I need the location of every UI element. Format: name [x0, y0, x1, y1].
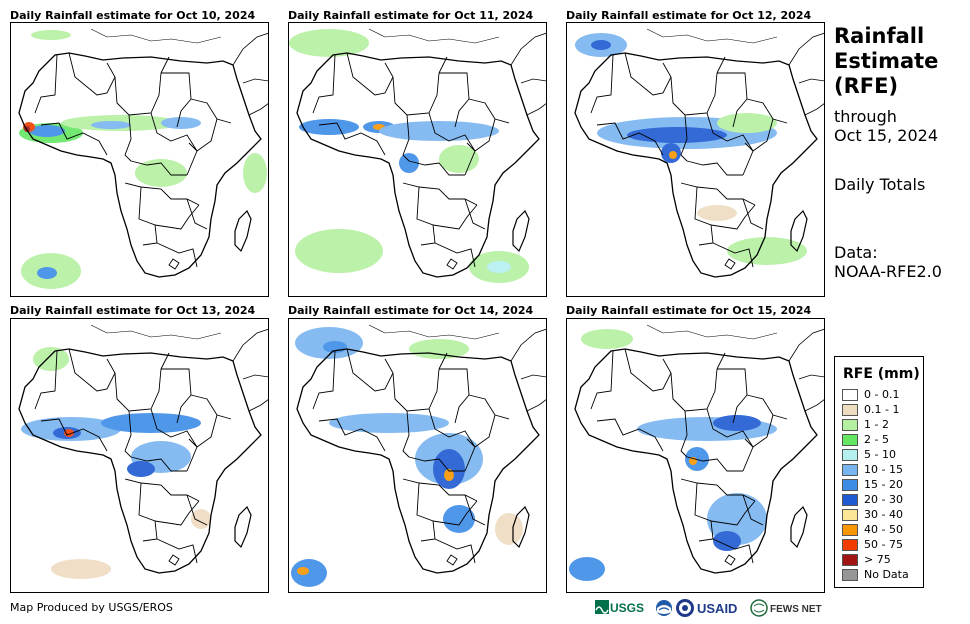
- legend-label: > 75: [864, 553, 891, 566]
- usaid-logo-text: USAID: [697, 601, 737, 616]
- legend-label: 20 - 30: [864, 493, 903, 506]
- usaid-logo: USAID: [697, 598, 747, 618]
- legend-label: 0.1 - 1: [864, 403, 900, 416]
- legend-label: 30 - 40: [864, 508, 903, 521]
- panel-title: Daily Rainfall estimate for Oct 14, 2024: [288, 304, 534, 317]
- legend-swatch: [842, 509, 858, 521]
- title-line-1: Rainfall: [834, 24, 925, 48]
- doi-seal-logo: [675, 598, 695, 618]
- rainfall-map-oct-10: [10, 22, 269, 297]
- legend-swatch: [842, 434, 858, 446]
- legend-swatch: [842, 479, 858, 491]
- legend-label: 10 - 15: [864, 463, 903, 476]
- legend-label: 50 - 75: [864, 538, 903, 551]
- usgs-logo-text: USGS: [610, 601, 644, 615]
- legend-label: No Data: [864, 568, 909, 581]
- legend-swatch: [842, 569, 858, 581]
- legend-item: > 75: [842, 553, 891, 567]
- legend-item: 50 - 75: [842, 538, 903, 552]
- legend-swatch: [842, 494, 858, 506]
- usgs-logo: USGS: [595, 598, 653, 618]
- rainfall-map-oct-15: [566, 318, 825, 593]
- legend-swatch: [842, 404, 858, 416]
- panel-title: Daily Rainfall estimate for Oct 13, 2024: [10, 304, 256, 317]
- legend-item: 10 - 15: [842, 463, 903, 477]
- panel-title: Daily Rainfall estimate for Oct 11, 2024: [288, 9, 534, 22]
- legend-swatch: [842, 419, 858, 431]
- legend-label: 15 - 20: [864, 478, 903, 491]
- rainfall-map-oct-11: [288, 22, 547, 297]
- map-credit: Map Produced by USGS/EROS: [10, 601, 173, 614]
- legend-item: 2 - 5: [842, 433, 889, 447]
- legend-item: 5 - 10: [842, 448, 896, 462]
- data-label: Data:: [834, 243, 878, 262]
- legend-swatch: [842, 539, 858, 551]
- legend-label: 2 - 5: [864, 433, 889, 446]
- legend-label: 0 - 0.1: [864, 388, 900, 401]
- panel-title: Daily Rainfall estimate for Oct 15, 2024: [566, 304, 812, 317]
- rainfall-legend: RFE (mm) 0 - 0.1 0.1 - 1 1 - 2 2 - 5 5 - 10 1…: [834, 356, 924, 588]
- panel-title: Daily Rainfall estimate for Oct 10, 2024: [10, 9, 256, 22]
- legend-swatch: [842, 464, 858, 476]
- fewsnet-logo-text: FEWS NET: [770, 604, 822, 615]
- legend-item: 0.1 - 1: [842, 403, 899, 417]
- legend-label: 40 - 50: [864, 523, 903, 536]
- noaa-logo: [655, 598, 673, 618]
- title-line-3: (RFE): [834, 74, 899, 98]
- legend-label: 1 - 2: [864, 418, 889, 431]
- data-source: NOAA-RFE2.0: [834, 262, 942, 281]
- legend-label: 5 - 10: [864, 448, 896, 461]
- legend-item: 1 - 2: [842, 418, 889, 432]
- totals-label: Daily Totals: [834, 175, 926, 194]
- rainfall-map-oct-13: [10, 318, 269, 593]
- legend-item: 20 - 30: [842, 493, 903, 507]
- rainfall-map-oct-12: [566, 22, 825, 297]
- rainfall-map-oct-14: [288, 318, 547, 593]
- fewsnet-logo: FEWS NET: [750, 598, 828, 618]
- panel-title: Daily Rainfall estimate for Oct 12, 2024: [566, 9, 812, 22]
- map-set-title: Rainfall Estimate (RFE): [834, 24, 938, 99]
- legend-item: 30 - 40: [842, 508, 903, 522]
- legend-item: 15 - 20: [842, 478, 903, 492]
- legend-title: RFE (mm): [843, 366, 920, 382]
- through-label: through: [834, 107, 897, 126]
- legend-swatch: [842, 554, 858, 566]
- legend-item: 0 - 0.1: [842, 388, 899, 402]
- legend-swatch: [842, 524, 858, 536]
- legend-swatch: [842, 449, 858, 461]
- title-line-2: Estimate: [834, 49, 939, 73]
- legend-item: 40 - 50: [842, 523, 903, 537]
- legend-swatch: [842, 389, 858, 401]
- through-date: Oct 15, 2024: [834, 126, 938, 145]
- legend-item: No Data: [842, 568, 909, 582]
